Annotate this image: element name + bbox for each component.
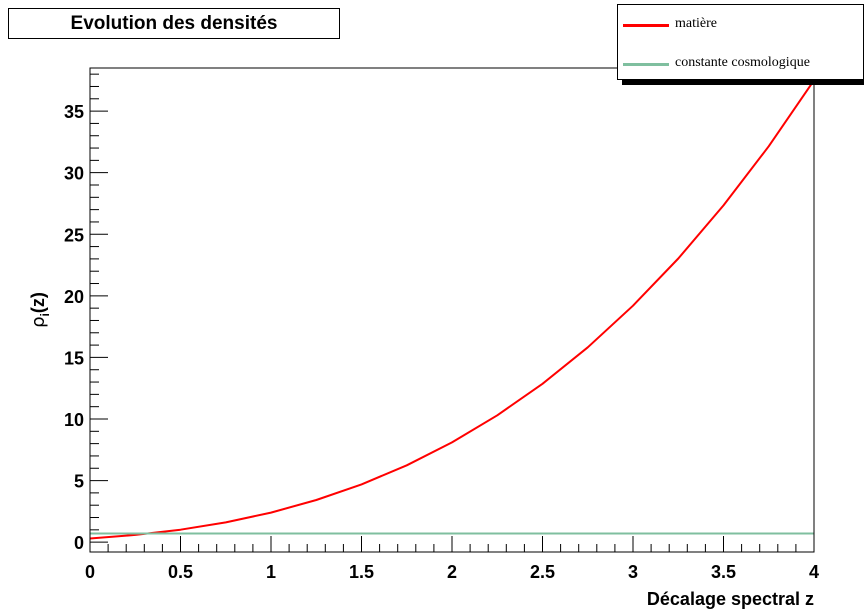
series-layer	[89, 79, 815, 540]
legend-label-cosmological-constant: constante cosmologique	[675, 55, 810, 70]
chart-title: Evolution des densités	[8, 8, 340, 39]
legend-item-cosmological-constant: constante cosmologique	[618, 54, 863, 74]
x-tick-label: 3	[628, 562, 638, 582]
y-tick-label: 15	[64, 348, 84, 368]
x-minor-ticks	[107, 544, 797, 552]
legend: matière constante cosmologique	[617, 4, 864, 80]
x-tick-label: 2	[447, 562, 457, 582]
x-tick-labels: 0 0.5 1 1.5 2 2.5 3 3.5 4	[85, 562, 819, 582]
y-major-ticks	[90, 110, 108, 543]
x-tick-label: 1.5	[349, 562, 374, 582]
x-tick-label: 3.5	[711, 562, 736, 582]
y-axis-label: ρi(z)	[28, 292, 52, 328]
plot-frame	[89, 67, 815, 553]
x-tick-label: 4	[809, 562, 819, 582]
y-tick-label: 35	[64, 102, 84, 122]
y-tick-labels: 0 5 10 15 20 25 30 35	[64, 102, 84, 553]
legend-item-matter: matière	[618, 15, 863, 35]
x-tick-label: 2.5	[530, 562, 555, 582]
x-axis-label: Décalage spectral z	[647, 589, 814, 609]
x-tick-label: 1	[266, 562, 276, 582]
y-tick-label: 25	[64, 225, 84, 245]
y-tick-label: 0	[74, 533, 84, 553]
y-axis-label-sub: i	[38, 313, 52, 316]
y-tick-label: 30	[64, 164, 84, 184]
x-tick-label: 0.5	[168, 562, 193, 582]
y-tick-label: 10	[64, 410, 84, 430]
y-tick-label: 20	[64, 287, 84, 307]
matter-density-line	[89, 79, 815, 540]
y-minor-ticks	[90, 73, 99, 531]
x-tick-label: 0	[85, 562, 95, 582]
y-axis-label-tail: (z)	[28, 292, 48, 313]
legend-swatch-cosmological-constant	[623, 63, 669, 66]
legend-label-matter: matière	[675, 16, 717, 31]
legend-shadow	[622, 80, 864, 85]
legend-swatch-matter	[623, 24, 669, 27]
y-axis-label-rho: ρ	[28, 316, 49, 327]
y-tick-label: 5	[74, 472, 84, 492]
